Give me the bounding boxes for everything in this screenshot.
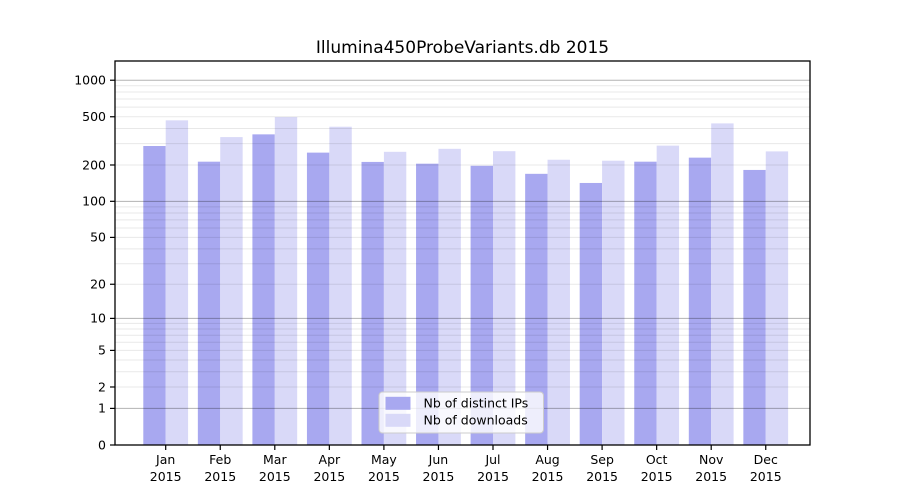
- x-tick-label-month-jun: Jun: [428, 452, 449, 467]
- legend: Nb of distinct IPs Nb of downloads: [378, 391, 544, 434]
- x-tick-label-year-jul: 2015: [477, 469, 509, 484]
- bar-sep-distinct-ips: [579, 182, 603, 445]
- y-tick-label-50: 50: [90, 230, 106, 245]
- y-tick-label-500: 500: [82, 109, 106, 124]
- legend-swatch-downloads: [385, 413, 411, 427]
- bar-jan-distinct-ips: [143, 146, 166, 445]
- bar-feb-distinct-ips: [197, 161, 221, 445]
- bar-aug-distinct-ips: [525, 173, 548, 445]
- x-tick-label-year-jan: 2015: [150, 469, 182, 484]
- x-tick-label-month-aug: Aug: [535, 452, 559, 467]
- bar-jun-distinct-ips: [416, 163, 439, 445]
- legend-box: [378, 391, 544, 434]
- x-tick-label-year-mar: 2015: [259, 469, 291, 484]
- x-tick-label-month-feb: Feb: [209, 452, 231, 467]
- chart-title: Illumina450ProbeVariants.db 2015: [316, 38, 609, 58]
- x-tick-label-year-aug: 2015: [532, 469, 564, 484]
- chart-render-layer: 0 1 2 5 10 20 50 100 200 500 1000 Jan 2015 Feb 2015 Mar…: [74, 60, 811, 484]
- bar-feb-downloads: [220, 137, 243, 445]
- bar-may-distinct-ips: [361, 161, 384, 446]
- bar-oct-downloads: [656, 145, 680, 445]
- x-tick-label-year-nov: 2015: [695, 469, 727, 484]
- x-tick-label-month-apr: Apr: [319, 452, 341, 467]
- y-tick-label-2: 2: [98, 379, 106, 394]
- bar-jul-distinct-ips: [470, 165, 493, 445]
- plot-frame: [114, 60, 811, 446]
- bar-jan-downloads: [165, 120, 189, 446]
- x-tick-label-month-mar: Mar: [263, 452, 287, 467]
- y-tick-label-100: 100: [82, 194, 106, 209]
- legend-label-downloads: Nb of downloads: [424, 413, 528, 428]
- legend-label-distinct-ips: Nb of distinct IPs: [424, 396, 529, 411]
- x-tick-label-year-sep: 2015: [586, 469, 618, 484]
- x-tick-label-year-feb: 2015: [204, 469, 236, 484]
- x-tick-label-month-nov: Nov: [699, 452, 724, 467]
- x-tick-label-year-jun: 2015: [423, 469, 455, 484]
- bar-nov-distinct-ips: [688, 157, 712, 445]
- bar-oct-distinct-ips: [634, 161, 657, 445]
- legend-swatch-distinct-ips: [385, 396, 411, 410]
- x-tick-label-month-jul: Jul: [484, 452, 500, 467]
- bar-jun-downloads: [438, 148, 461, 445]
- y-tick-label-20: 20: [90, 277, 106, 292]
- y-tick-label-0: 0: [98, 437, 106, 452]
- bar-mar-downloads: [274, 117, 298, 445]
- bar-may-downloads: [383, 151, 407, 446]
- x-tick-label-month-oct: Oct: [646, 452, 668, 467]
- bar-aug-downloads: [547, 159, 570, 446]
- x-tick-label-year-dec: 2015: [750, 469, 782, 484]
- x-tick-label-year-apr: 2015: [313, 469, 345, 484]
- y-tick-label-5: 5: [98, 343, 106, 358]
- x-tick-label-month-jan: Jan: [155, 452, 175, 467]
- y-tick-label-1: 1: [98, 401, 106, 416]
- y-tick-label-1000: 1000: [74, 73, 106, 88]
- bar-mar-distinct-ips: [252, 134, 275, 446]
- bar-apr-distinct-ips: [306, 152, 330, 445]
- bar-apr-downloads: [329, 126, 352, 446]
- x-tick-label-year-may: 2015: [368, 469, 400, 484]
- bar-dec-distinct-ips: [743, 169, 766, 445]
- y-tick-label-10: 10: [90, 311, 106, 326]
- x-tick-label-month-sep: Sep: [590, 452, 614, 467]
- bar-nov-downloads: [711, 123, 734, 445]
- x-tick-label-month-dec: Dec: [754, 452, 778, 467]
- x-tick-label-month-may: May: [371, 452, 397, 467]
- bar-sep-downloads: [602, 160, 625, 445]
- y-tick-label-200: 200: [82, 157, 106, 172]
- x-tick-label-year-oct: 2015: [641, 469, 673, 484]
- bar-jul-downloads: [493, 151, 516, 445]
- bar-dec-downloads: [765, 151, 789, 445]
